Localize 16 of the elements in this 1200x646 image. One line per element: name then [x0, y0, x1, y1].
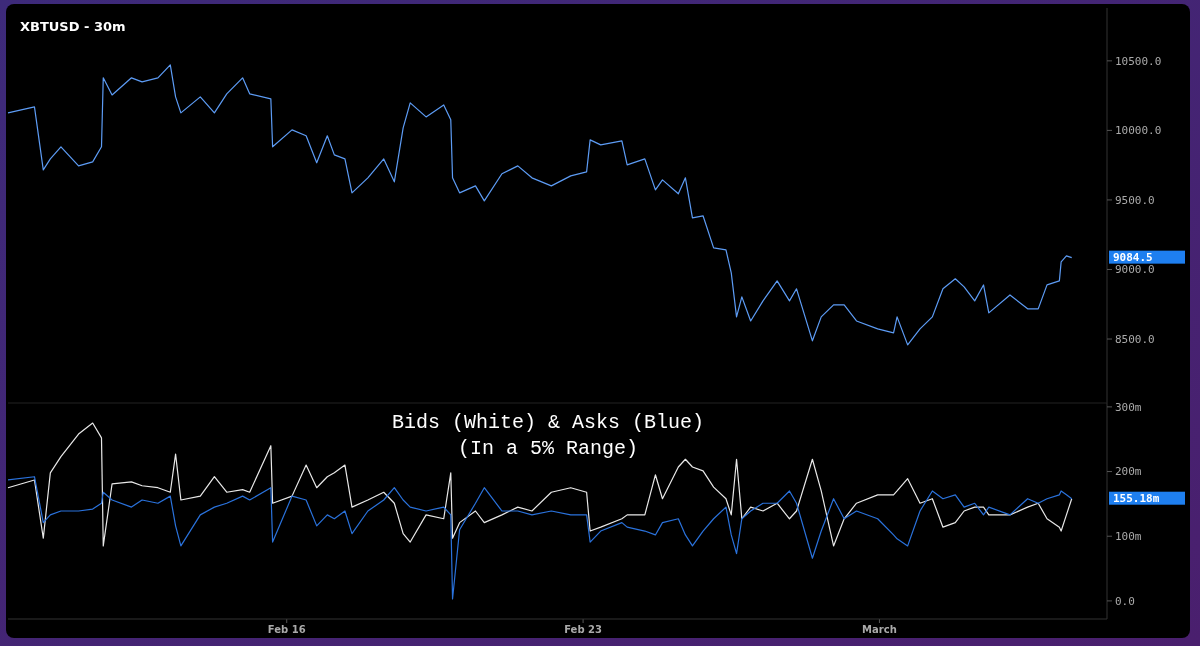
- y-tick-label: 0.0: [1115, 594, 1135, 608]
- text: Bids (White) & Asks (Blue) (In a 5% Range): [391, 411, 705, 460]
- y-tick-label: 200m: [1115, 465, 1142, 479]
- y-tick-label: 8500.0: [1115, 332, 1155, 346]
- text: XBTUSD - 30m: [20, 19, 126, 34]
- y-tick-label: 300m: [1115, 400, 1142, 414]
- x-tick-label: Feb 23: [564, 624, 602, 635]
- y-tick-label: 10500.0: [1115, 54, 1162, 68]
- y-tick-label: 9500.0: [1115, 193, 1155, 207]
- text: 155.18m: [1113, 492, 1160, 506]
- y-tick-label: 10000.0: [1115, 124, 1162, 138]
- y-tick-label: 9000.0: [1115, 263, 1155, 277]
- y-tick-label: 100m: [1115, 530, 1142, 544]
- x-tick-label: Feb 16: [267, 624, 306, 635]
- x-tick-label: March: [862, 624, 897, 635]
- text: 9084.5: [1113, 251, 1153, 265]
